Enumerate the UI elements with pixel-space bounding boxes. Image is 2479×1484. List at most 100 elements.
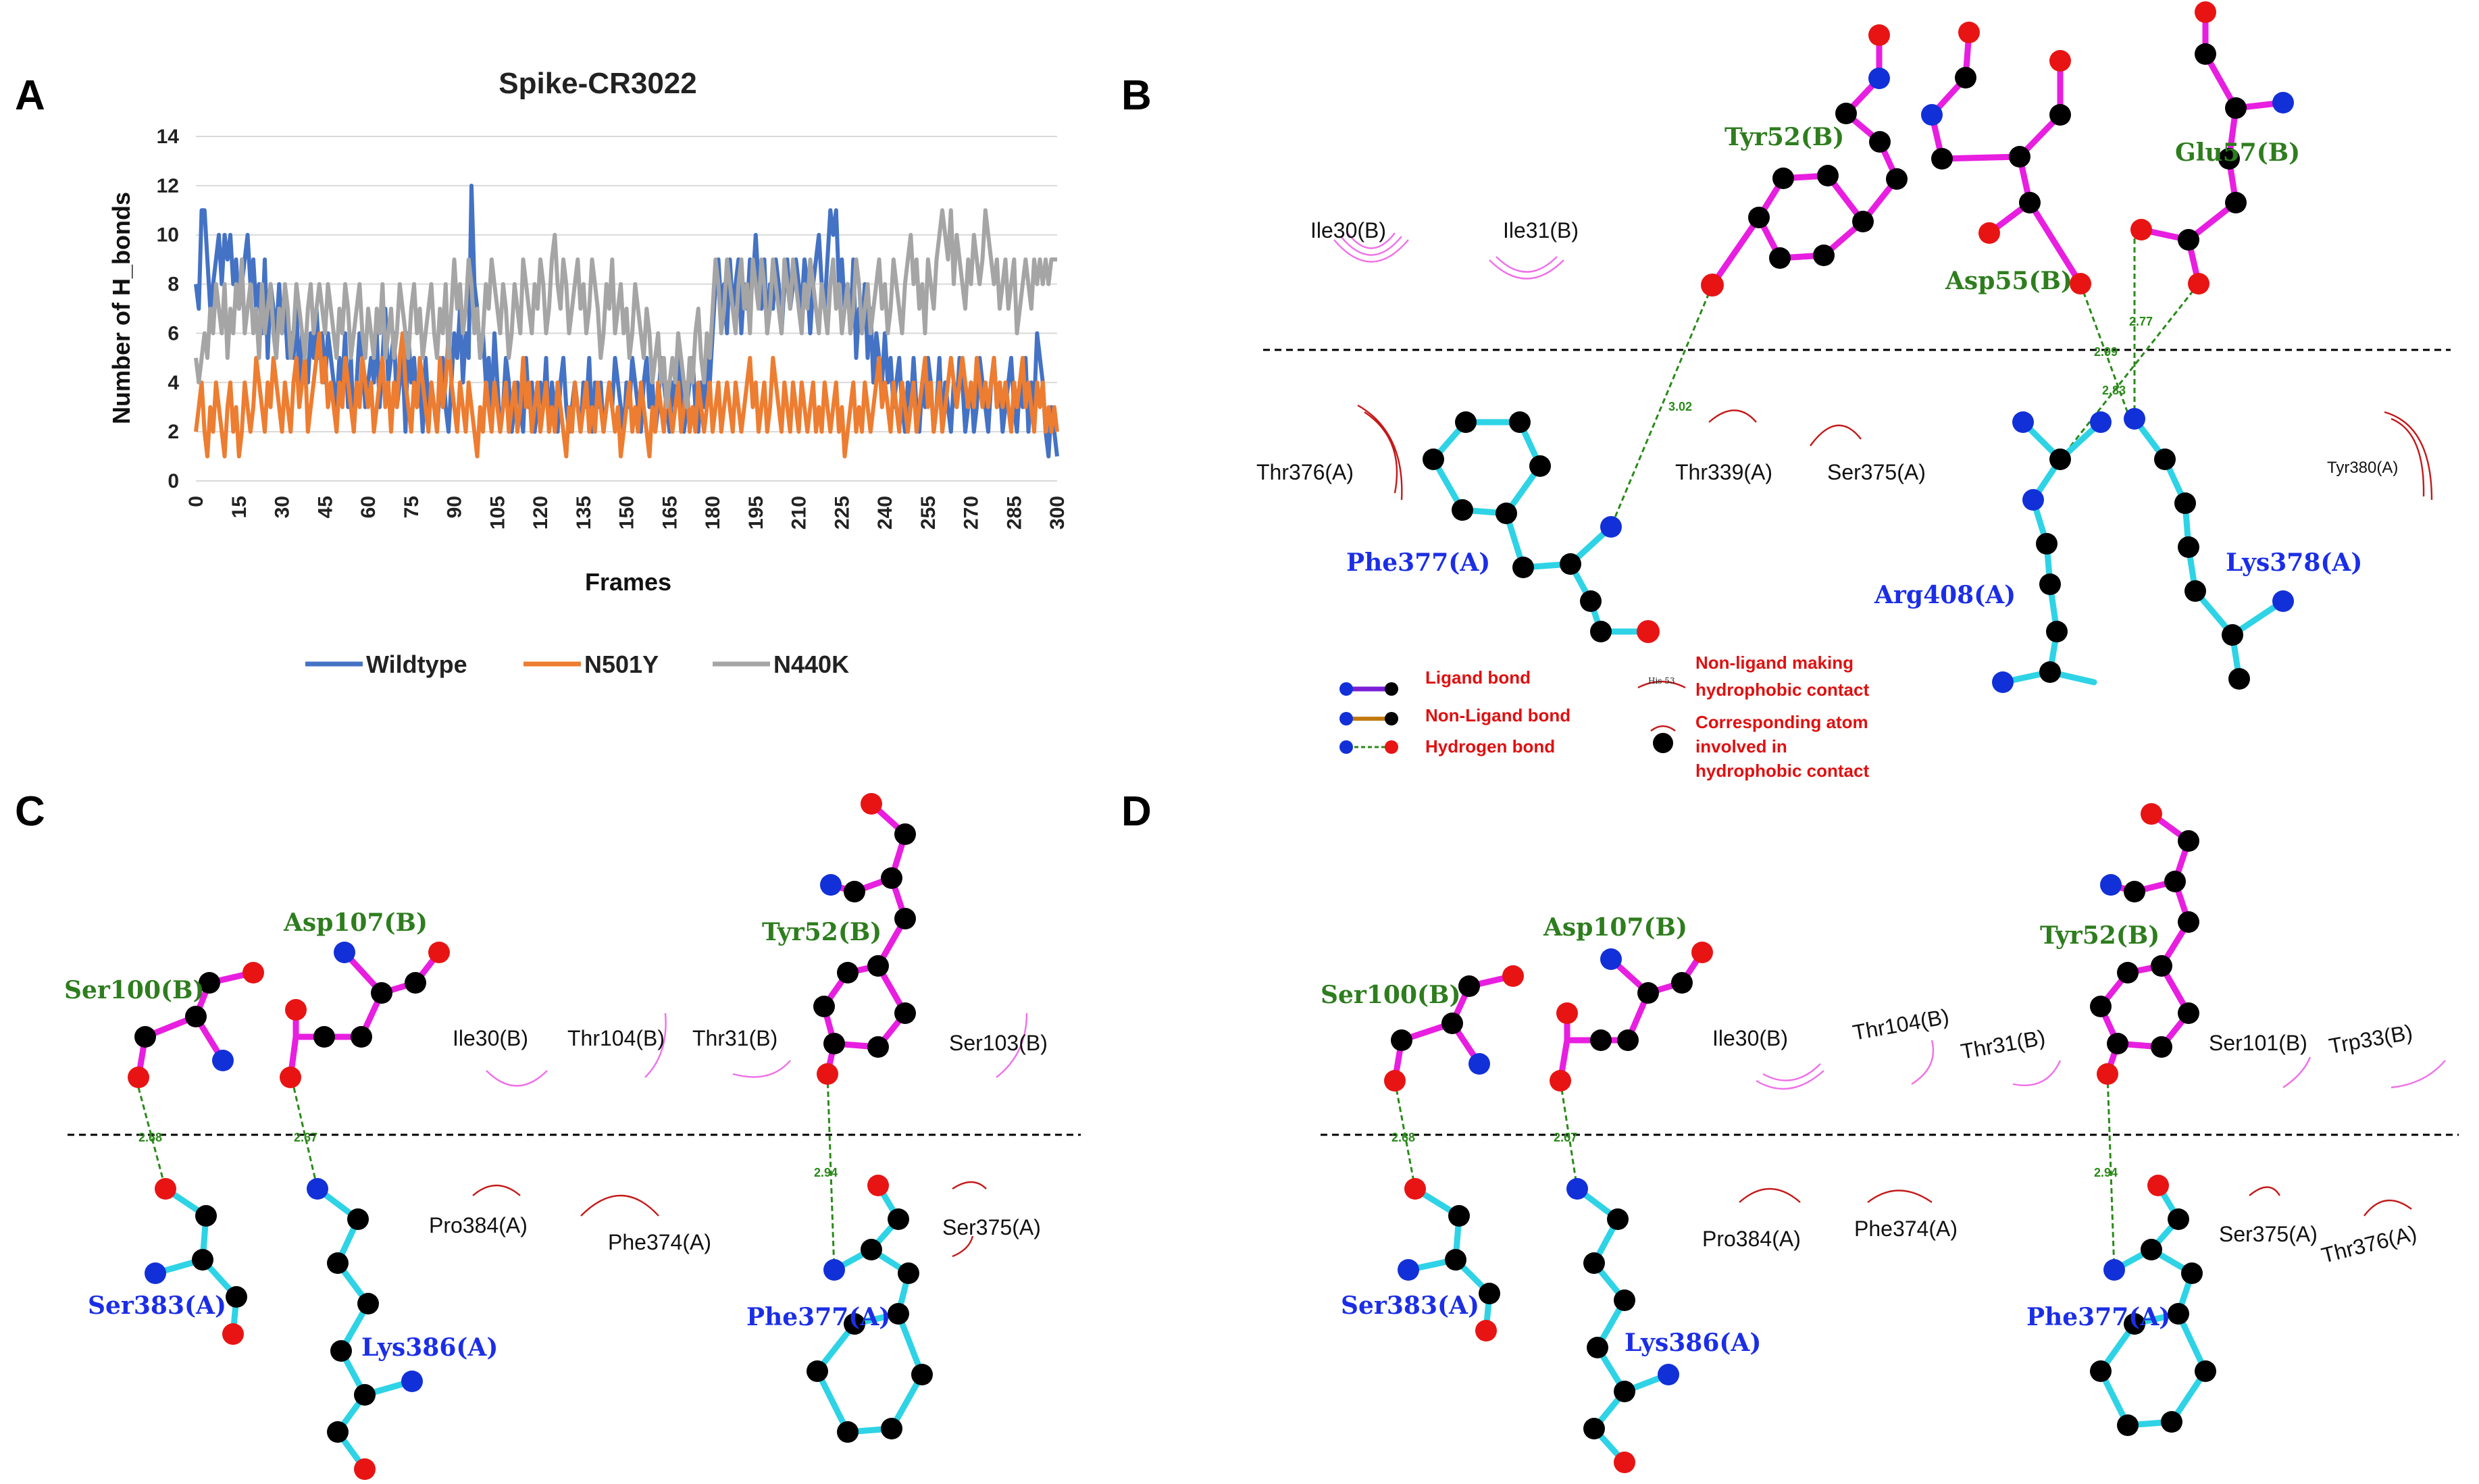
hydrophobic-arc-ile30 xyxy=(1333,232,1409,263)
hydrophobic-arc-ser375 xyxy=(1810,424,1862,446)
x-tick-label: 180 xyxy=(702,496,724,530)
series-line-wildtype xyxy=(194,183,1059,459)
receptor-phe377-a xyxy=(1423,411,1660,643)
hydrophobic-arc-phe374-c xyxy=(580,1194,659,1217)
panel-b: B Ile30(B) Ile31(B) Thr376(A) Thr339(A) … xyxy=(1121,1,2451,781)
hydrophobic-arc-thr31-c xyxy=(732,1060,791,1078)
hydrogen-bond-d1 xyxy=(1394,1080,1416,1189)
x-tick-label: 0 xyxy=(185,496,207,507)
hydrophobic-arc-thr104-c xyxy=(644,1013,667,1078)
hydrogen-bond-1 xyxy=(1610,284,1714,528)
residue-label-thr104-d: Thr104(B) xyxy=(1851,1004,1951,1044)
residue-label-tyr380: Tyr380(A) xyxy=(2327,459,2398,477)
y-tick-label: 2 xyxy=(168,421,179,443)
x-tick-label: 60 xyxy=(357,496,380,518)
y-axis-label: Number of H_bonds xyxy=(107,192,135,424)
legend-label-wildtype: Wildtype xyxy=(366,650,467,678)
panel-letter-a: A xyxy=(15,72,45,119)
residue-label-phe377-d: Phe377(A) xyxy=(2026,1303,2170,1331)
key-corresponding-line2: involved in xyxy=(1695,736,1787,757)
hbond-distance-c3: 2.94 xyxy=(814,1166,838,1179)
y-tick-label: 12 xyxy=(157,175,179,197)
ligand-glu57-b xyxy=(2130,1,2294,295)
residue-label-ser375: Ser375(A) xyxy=(1827,460,1926,484)
residue-label-ser103-c: Ser103(B) xyxy=(949,1031,1048,1055)
panel-letter-d: D xyxy=(1121,788,1152,835)
residue-label-pro384-d: Pro384(A) xyxy=(1702,1227,1801,1251)
receptor-lys378-a xyxy=(2124,408,2294,690)
hydrophobic-arc-ser375-c xyxy=(952,1181,987,1258)
hydrophobic-arc-thr339 xyxy=(1708,409,1757,423)
key-hydrophobic-line2: hydrophobic contact xyxy=(1695,680,1869,700)
hydrophobic-arc-phe374-d xyxy=(1867,1189,1933,1203)
panel-a: A Spike-CR3022 0 2 4 6 8 10 12 14 0 15 30 45 60 75 90… xyxy=(15,67,1069,678)
ligand-ser100-b-d xyxy=(1384,965,1524,1092)
hydrophobic-arc-ile30-c xyxy=(486,1070,548,1087)
key-nonligand-bond: Non-Ligand bond xyxy=(1425,705,1570,725)
hbond-distance-d1: 2.68 xyxy=(1391,1131,1415,1144)
panel-letter-c: C xyxy=(15,788,45,835)
residue-label-ser383-d: Ser383(A) xyxy=(1341,1291,1479,1320)
y-axis-ticks: 0 2 4 6 8 10 12 14 xyxy=(157,126,180,492)
key-atom-arc xyxy=(1650,725,1676,732)
key-corresponding-line3: hydrophobic contact xyxy=(1695,761,1869,781)
ligand-ser100-b-c xyxy=(128,962,264,1088)
x-tick-label: 270 xyxy=(961,496,983,530)
residue-label-ser375-d: Ser375(A) xyxy=(2219,1222,2318,1246)
hydrophobic-arc-pro384-d xyxy=(1739,1187,1801,1203)
residue-label-trp33-d: Trp33(B) xyxy=(2327,1020,2414,1058)
residue-label-glu57: Glu57(B) xyxy=(2175,138,2300,167)
hbond-distance-3: 2.99 xyxy=(2094,345,2118,359)
x-tick-label: 240 xyxy=(874,496,896,530)
hbond-distance-4: 2.83 xyxy=(2102,384,2126,397)
chart-series xyxy=(194,183,1059,459)
y-tick-label: 4 xyxy=(168,372,179,394)
residue-label-phe374-d: Phe374(A) xyxy=(1854,1217,1958,1241)
hbond-distance-d2: 2.67 xyxy=(1554,1131,1577,1144)
legend-label-n440k: N440K xyxy=(773,650,849,678)
x-tick-label: 150 xyxy=(616,496,638,530)
key-hydrophobic-arc xyxy=(1637,680,1686,689)
hydrophobic-arc-tyr380 xyxy=(2384,411,2433,501)
hydrophobic-arc-ile30-d xyxy=(1756,1063,1824,1090)
residue-label-asp107-c: Asp107(B) xyxy=(283,909,428,937)
residue-label-pro384-c: Pro384(A) xyxy=(429,1213,528,1237)
receptor-ser383-a-d xyxy=(1398,1178,1500,1341)
hydrogen-bond-d2 xyxy=(1559,1080,1579,1189)
x-tick-label: 120 xyxy=(530,496,552,530)
residue-label-ser375-c: Ser375(A) xyxy=(942,1215,1041,1239)
x-tick-label: 285 xyxy=(1003,496,1025,530)
residue-label-thr31-d: Thr31(B) xyxy=(1959,1025,2047,1064)
x-tick-label: 135 xyxy=(573,496,595,530)
residue-label-tyr52-c: Tyr52(B) xyxy=(762,918,881,946)
residue-label-asp55: Asp55(B) xyxy=(1945,267,2072,295)
y-tick-label: 14 xyxy=(157,126,180,148)
residue-label-tyr52-d: Tyr52(B) xyxy=(2040,921,2159,950)
residue-label-lys386-d: Lys386(A) xyxy=(1625,1329,1761,1357)
residue-label-thr104-c: Thr104(B) xyxy=(567,1026,665,1050)
residue-label-phe374-c: Phe374(A) xyxy=(608,1230,711,1254)
hydrophobic-arc-thr376 xyxy=(1357,404,1403,501)
x-tick-label: 210 xyxy=(788,496,811,530)
receptor-phe377-a-d xyxy=(2090,1175,2216,1436)
residue-label-ser100-d: Ser100(B) xyxy=(1321,981,1461,1009)
x-axis-ticks: 0 15 30 45 60 75 90 105 120 135 150 165 180 195 210 225… xyxy=(185,496,1069,530)
hbond-distance-c1: 2.68 xyxy=(138,1131,162,1144)
hydrophobic-arc-trp33-d xyxy=(2391,1060,2446,1089)
panel-c: C 2.68 2.67 2.94 Ser100(B) xyxy=(15,788,1081,1480)
key-hydrophobic-line1: Non-ligand making xyxy=(1695,653,1854,673)
residue-label-lys378: Lys378(A) xyxy=(2226,548,2362,577)
x-tick-label: 15 xyxy=(228,496,251,518)
residue-label-ser383-c: Ser383(A) xyxy=(88,1291,226,1320)
x-tick-label: 45 xyxy=(314,496,336,518)
x-tick-label: 300 xyxy=(1046,496,1069,530)
y-tick-label: 6 xyxy=(168,322,179,344)
ligand-tyr52-b xyxy=(1701,24,1908,297)
chart-legend: Wildtype N501Y N440K xyxy=(305,650,849,678)
residue-label-arg408: Arg408(A) xyxy=(1874,581,2016,609)
y-tick-label: 10 xyxy=(157,224,179,247)
residue-label-thr376-d: Thr376(A) xyxy=(2319,1221,2419,1268)
x-tick-label: 225 xyxy=(831,496,853,530)
ligand-asp55-b xyxy=(1921,22,2091,295)
hydrophobic-arc-ile31 xyxy=(1489,256,1564,280)
